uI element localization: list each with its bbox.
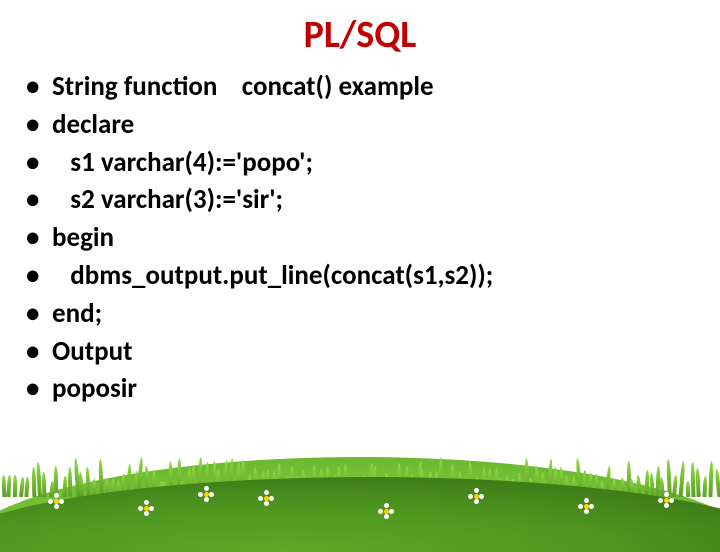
bullet-list: String function concat() example declare… — [0, 68, 720, 408]
bullet-item: end; — [52, 295, 700, 333]
bullet-item: s1 varchar(4):='popo'; — [52, 144, 700, 182]
bullet-item: begin — [52, 219, 700, 257]
slide-title: PL/SQL — [0, 12, 720, 58]
bullet-item: String function concat() example — [52, 68, 700, 106]
bullet-item: poposir — [52, 370, 700, 408]
bullet-item: s2 varchar(3):='sir'; — [52, 181, 700, 219]
grass-decoration — [0, 422, 720, 552]
bullet-item: declare — [52, 106, 700, 144]
bullet-item: Output — [52, 333, 700, 371]
bullet-item: dbms_output.put_line(concat(s1,s2)); — [52, 257, 700, 295]
